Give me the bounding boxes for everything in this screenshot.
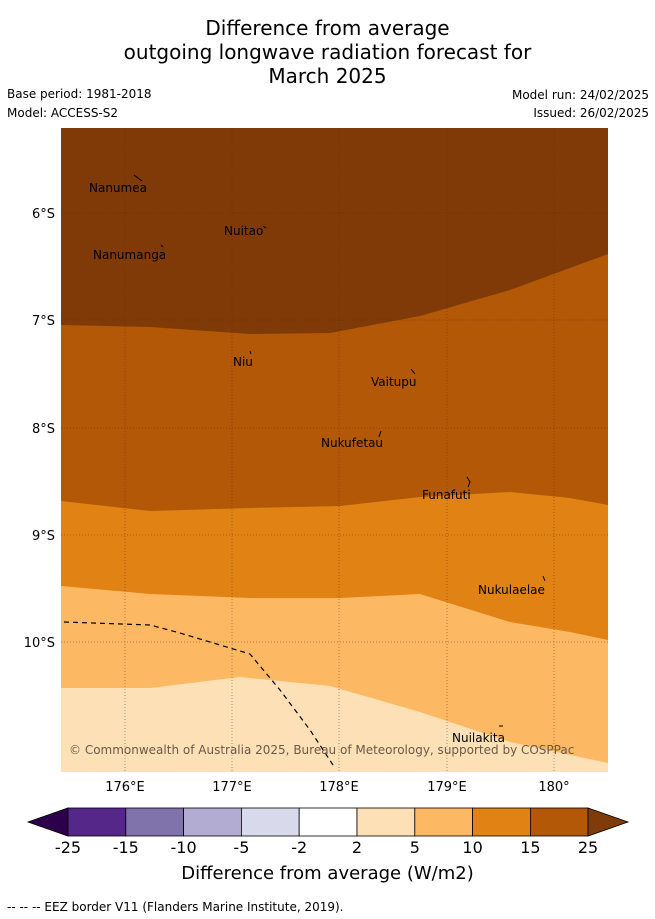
issued-date: Issued: 26/02/2025: [533, 106, 649, 120]
model-run: Model run: 24/02/2025: [511, 88, 649, 102]
label-nukulaelae: Nukulaelae: [478, 583, 545, 597]
island-nuitao-outline: [262, 225, 267, 229]
colorbar: [26, 807, 630, 837]
lat-label: 6°S: [32, 207, 55, 222]
lat-label: 7°S: [32, 314, 55, 329]
label-niu: Niu: [233, 355, 253, 369]
colorbar-tick: 2: [351, 838, 363, 857]
island-vaitupu-outline: [410, 368, 416, 375]
longitude-labels: 176°E 177°E 178°E 179°E 180°: [105, 780, 569, 795]
eez-footnote: -- -- -- EEZ border V11 (Flanders Marine…: [7, 900, 344, 914]
lon-label: 179°E: [427, 780, 467, 795]
label-nukufetau: Nukufetau: [321, 436, 383, 450]
colorbar-segment: [472, 807, 531, 837]
eez-border: [63, 621, 336, 769]
lat-label: 10°S: [24, 636, 55, 651]
colorbar-extend-low: [26, 807, 69, 837]
island-funafuti-outline: [466, 476, 471, 488]
lat-label: 8°S: [32, 422, 55, 437]
lon-label: 176°E: [105, 780, 145, 795]
title-line-2: outgoing longwave radiation forecast for: [123, 40, 532, 64]
island-nanumea-outline: [133, 174, 143, 182]
colorbar-extend-high: [587, 807, 630, 837]
colorbar-title: Difference from average (W/m2): [181, 863, 474, 884]
lon-label: 180°: [538, 780, 569, 795]
colorbar-segment: [67, 807, 127, 837]
label-funafuti: Funafuti: [422, 488, 471, 502]
title-line-1: Difference from average: [205, 16, 450, 40]
island-nukulaelae-outline: [542, 575, 546, 582]
label-nanumea: Nanumea: [89, 181, 147, 195]
latitude-labels: 6°S 7°S 8°S 9°S 10°S: [24, 207, 55, 651]
colorbar-tick: -15: [112, 838, 139, 857]
title-line-3: March 2025: [268, 64, 387, 88]
colorbar-segment: [414, 807, 473, 837]
colorbar-tick: 10: [462, 838, 483, 857]
colorbar-segment: [356, 807, 416, 837]
colorbar-segment: [240, 807, 300, 837]
chart-title: Difference from average outgoing longwav…: [0, 16, 655, 88]
island-nukufetau-outline: [378, 430, 382, 438]
copyright-notice: © Commonwealth of Australia 2025, Bureau…: [69, 743, 574, 757]
colorbar-tick: 15: [520, 838, 541, 857]
island-niu-outline: [249, 350, 252, 355]
colorbar-tick: 5: [409, 838, 420, 857]
colorbar-tick: -5: [233, 838, 250, 857]
colorbar-segment: [530, 807, 589, 837]
lon-label: 177°E: [212, 780, 252, 795]
base-period: Base period: 1981-2018: [7, 87, 152, 101]
colorbar-segment: [183, 807, 242, 837]
colorbar-tick: -2: [291, 838, 308, 857]
island-outlines: [133, 174, 546, 727]
anomaly-bands: [61, 128, 608, 772]
label-vaitupu: Vaitupu: [371, 375, 417, 389]
label-nanumanga: Nanumanga: [93, 248, 166, 262]
lat-label: 9°S: [32, 529, 55, 544]
colorbar-segment: [125, 807, 185, 837]
colorbar-tick: -10: [170, 838, 197, 857]
place-labels: Nanumea Nuitao Nanumanga Niu Vaitupu Nuk…: [89, 181, 545, 745]
model-name: Model: ACCESS-S2: [7, 106, 119, 120]
colorbar-tick: -25: [54, 838, 82, 857]
colorbar-tick: 25: [577, 838, 599, 857]
island-nanumanga-outline: [160, 244, 164, 248]
label-nuitao: Nuitao: [224, 224, 263, 238]
lon-label: 178°E: [319, 780, 359, 795]
band-neutral: [61, 677, 608, 772]
colorbar-segment: [298, 807, 358, 837]
label-nuilakita: Nuilakita: [452, 731, 505, 745]
gridlines: [61, 128, 608, 772]
